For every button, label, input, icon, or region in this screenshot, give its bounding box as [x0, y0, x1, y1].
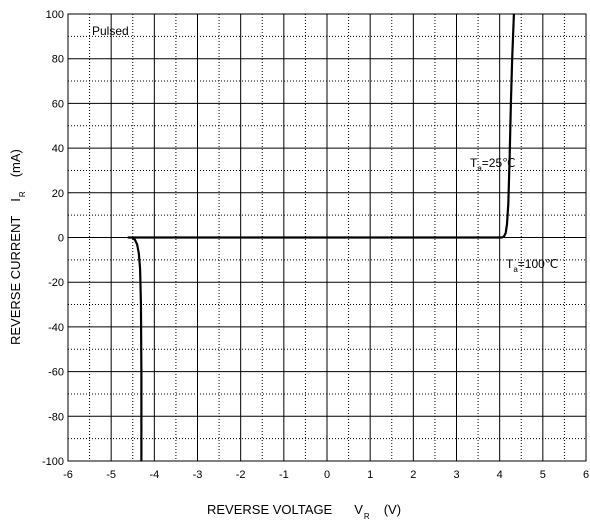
x-tick-label-10: 4 [497, 469, 503, 481]
x-axis-label: REVERSE VOLTAGE [207, 502, 333, 517]
x-tick-label-7: 1 [367, 469, 373, 481]
x-axis-unit: (V) [384, 502, 401, 517]
y-axis-symbol: I [8, 198, 23, 202]
x-tick-label-6: 0 [324, 469, 330, 481]
ta25-subscript: a [477, 164, 482, 173]
y-tick-label-4: 20 [52, 188, 64, 200]
y-tick-label-5: 0 [58, 233, 64, 245]
y-axis-symbol-sub: R [18, 191, 27, 197]
ta100-symbol: T [506, 257, 514, 271]
x-tick-label-12: 6 [583, 469, 589, 481]
y-tick-label-1: 80 [52, 54, 64, 66]
y-tick-label-9: -80 [48, 411, 64, 423]
y-tick-label-0: 100 [46, 9, 64, 21]
x-axis-symbol: V [354, 502, 363, 517]
x-tick-label-1: -5 [106, 469, 116, 481]
ta100-label: Ta=100℃ [506, 257, 558, 274]
x-tick-label-5: -1 [279, 469, 289, 481]
y-tick-label-2: 60 [52, 98, 64, 110]
series-curve-0 [127, 13, 516, 461]
x-tick-label-9: 3 [453, 469, 459, 481]
series [127, 13, 516, 461]
y-tick-label-6: -20 [48, 277, 64, 289]
plot-frame [67, 13, 587, 462]
y-axis-unit: (mA) [8, 149, 23, 177]
y-axis-label: REVERSE CURRENT [8, 216, 23, 345]
pulsed-label: Pulsed [92, 24, 129, 38]
ta25-value: =25℃ [482, 156, 516, 170]
y-tick-label-7: -40 [48, 322, 64, 334]
y-tick-label-10: -100 [42, 456, 64, 468]
x-axis-title: REVERSE VOLTAGE VR (V) [207, 502, 401, 521]
ta25-symbol: T [470, 156, 478, 170]
x-tick-label-4: -2 [236, 469, 246, 481]
ta100-value: =100℃ [518, 257, 559, 271]
x-tick-label-8: 2 [410, 469, 416, 481]
x-tick-label-3: -3 [193, 469, 203, 481]
y-tick-label-3: 40 [52, 143, 64, 155]
ta25-label: Ta=25℃ [470, 156, 516, 173]
y-tick-label-8: -60 [48, 367, 64, 379]
y-axis-title: REVERSE CURRENT IR (mA) [8, 149, 27, 345]
x-tick-label-11: 5 [540, 469, 546, 481]
ta100-subscript: a [513, 265, 518, 274]
x-axis-symbol-sub: R [364, 512, 370, 521]
tick-labels: -6 -5 -4 -3 -2 -1 0 1 2 3 4 5 6 100 80 60 40 20 0 -20 -40 -60… [42, 9, 589, 481]
x-tick-label-2: -4 [149, 469, 159, 481]
x-tick-label-0: -6 [63, 469, 73, 481]
